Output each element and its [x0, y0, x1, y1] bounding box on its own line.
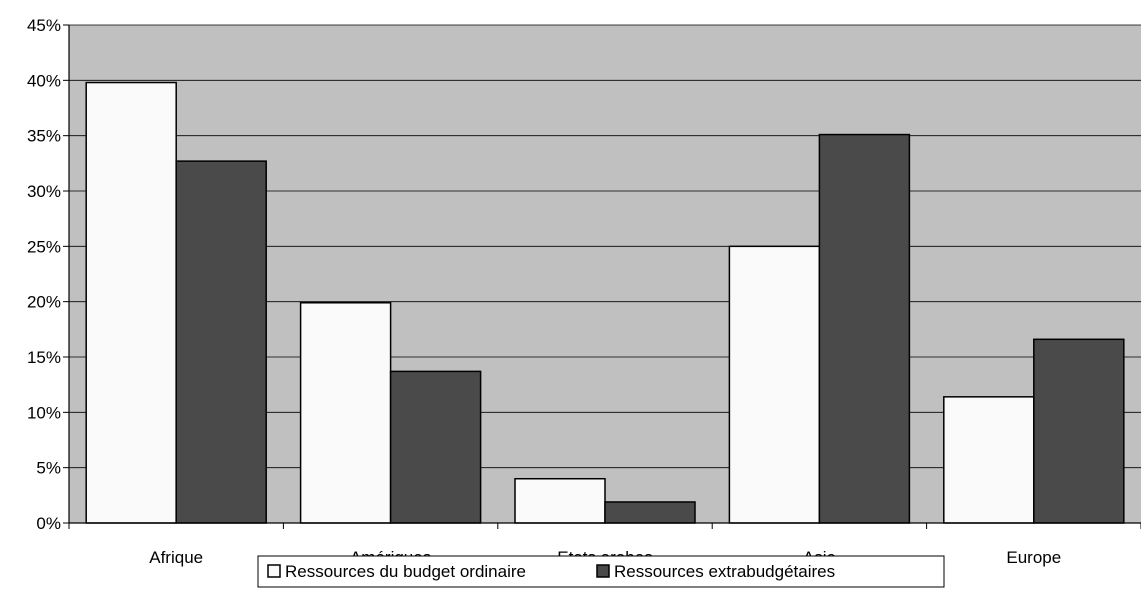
bar-budget-ordinaire: [943, 396, 1035, 524]
bar-budget-ordinaire: [85, 81, 177, 524]
y-tick-label: 5%: [36, 459, 61, 478]
y-tick-label: 25%: [27, 237, 61, 256]
bar-extrabudgetaires: [1033, 338, 1125, 524]
y-tick-label: 10%: [27, 403, 61, 422]
bar-extrabudgetaires: [818, 133, 911, 524]
legend-swatch-budget-ordinaire: [267, 564, 281, 578]
y-tick-label: 15%: [27, 348, 61, 367]
y-tick-label: 35%: [27, 127, 61, 146]
y-tick-label: 45%: [27, 16, 61, 35]
legend-swatch-extrabudgetaires: [596, 564, 610, 578]
legend-label-extrabudgetaires: Ressources extrabudgétaires: [614, 562, 835, 581]
x-category-label: Afrique: [149, 548, 203, 567]
bar-budget-ordinaire: [299, 302, 392, 524]
x-category-label: Europe: [1006, 548, 1061, 567]
legend-label-budget-ordinaire: Ressources du budget ordinaire: [285, 562, 526, 581]
bar-extrabudgetaires: [175, 160, 267, 524]
y-tick-label: 40%: [27, 71, 61, 90]
bar-extrabudgetaires: [389, 370, 482, 524]
bar-extrabudgetaires: [604, 501, 696, 524]
bars: [85, 81, 1125, 524]
y-tick-label: 30%: [27, 182, 61, 201]
y-tick-label: 20%: [27, 293, 61, 312]
bar-budget-ordinaire: [514, 477, 606, 524]
y-tick-label: 0%: [36, 514, 61, 533]
bar-budget-ordinaire: [728, 245, 821, 524]
y-axis-ticks: 0% 5% 10% 15% 20% 25% 30% 35% 40% 45%: [27, 16, 69, 533]
legend: Ressources du budget ordinaire Ressource…: [257, 555, 945, 588]
